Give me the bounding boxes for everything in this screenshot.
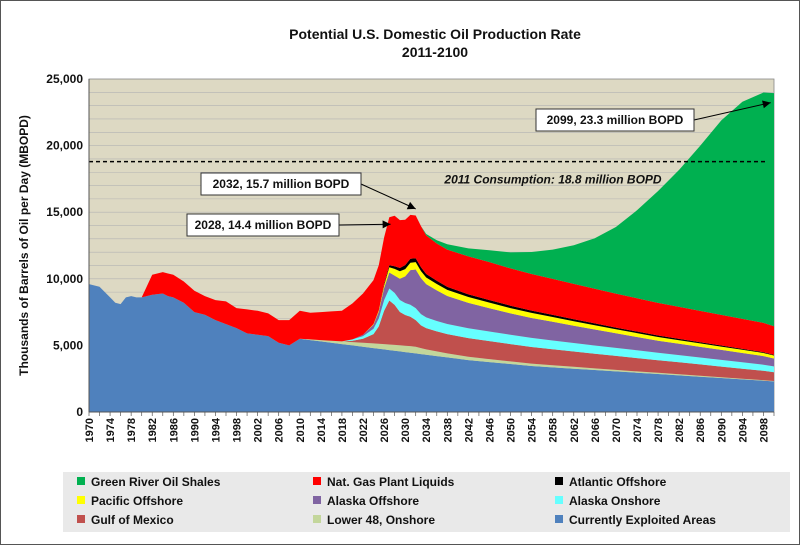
series-area-8 [89,92,774,327]
x-tick-label: 1978 [126,418,138,442]
x-tick-label: 1974 [105,417,117,442]
x-tick-label: 1990 [189,418,201,442]
legend-label: Lower 48, Onshore [327,513,436,527]
x-tick-label: 2086 [695,418,707,442]
legend-item-green-river: Green River Oil Shales [77,475,220,489]
legend-swatch [313,515,321,523]
legend-swatch [77,515,85,523]
legend-label: Pacific Offshore [91,494,184,508]
x-tick-label: 2046 [484,418,496,442]
x-tick-label: 2022 [358,418,370,442]
y-tick-label: 15,000 [46,205,83,219]
y-axis-label: Thousands of Barrels of Oil per Day (MBO… [17,115,31,376]
annotation-arrowhead [382,220,391,229]
legend-item-atlantic: Atlantic Offshore [555,475,666,489]
annotation-box [186,213,340,237]
y-tick-label: 0 [76,405,83,419]
x-tick-label: 2090 [716,418,728,442]
annotation-label: 2028, 14.4 million BOPD [195,218,332,232]
annotation-arrow [693,102,771,121]
series-area-4 [89,269,774,367]
legend-label: Green River Oil Shales [91,475,221,489]
series-area-2 [89,284,774,381]
series-area-6 [89,258,774,356]
legend-label: Alaska Offshore [327,494,420,508]
x-tick-label: 2018 [337,418,349,442]
x-tick-label: 2082 [674,418,686,442]
y-tick-label: 20,000 [46,139,83,153]
chart-title: Potential U.S. Domestic Oil Production R… [289,26,581,42]
legend-label: Gulf of Mexico [91,513,174,527]
x-tick-label: 2006 [274,418,286,442]
x-tick-label: 1970 [84,418,96,442]
legend-item-alaska-offshore: Alaska Offshore [313,494,419,508]
chart-subtitle: 2011-2100 [402,44,468,60]
legend-label: Atlantic Offshore [569,475,667,489]
x-tick-label: 2098 [758,418,770,442]
series-area-3 [89,284,774,373]
series-area-5 [89,262,774,359]
x-tick-label: 2078 [653,418,665,442]
series-area-0 [89,284,774,412]
x-tick-label: 2054 [527,417,539,442]
legend-item-gulf: Gulf of Mexico [77,513,174,527]
y-tick-label: 5,000 [53,338,83,352]
x-tick-label: 2030 [400,418,412,442]
x-tick-label: 2026 [379,418,391,442]
x-tick-label: 2038 [442,418,454,442]
x-tick-label: 1998 [232,418,244,442]
annotation-box [200,172,362,196]
legend-swatch [313,496,321,504]
x-tick-label: 2042 [463,418,475,442]
annotation-arrow [338,223,391,226]
x-tick-label: 2058 [548,418,560,442]
y-tick-label: 10,000 [46,272,83,286]
annotation-label: 2032, 15.7 million BOPD [213,177,350,191]
legend-label: Alaska Onshore [569,494,661,508]
legend-swatch [555,515,563,523]
x-tick-label: 2014 [316,417,328,442]
annotation-arrow [360,183,416,210]
legend-item-current: Currently Exploited Areas [555,513,716,527]
x-tick-label: 2034 [421,417,433,442]
legend-label: Currently Exploited Areas [569,513,716,527]
legend: Green River Oil Shales Nat. Gas Plant Li… [63,472,790,532]
x-tick-label: 2002 [253,418,265,442]
legend-swatch [555,496,563,504]
x-tick-label: 1986 [168,418,180,442]
x-tick-label: 2062 [569,418,581,442]
legend-swatch [313,477,321,485]
x-tick-label: 2050 [506,418,518,442]
x-tick-label: 2070 [611,418,623,442]
legend-swatch [555,477,563,485]
legend-item-alaska-onshore: Alaska Onshore [555,494,660,508]
legend-label: Nat. Gas Plant Liquids [327,475,455,489]
x-tick-label: 2066 [590,418,602,442]
legend-item-ngpl: Nat. Gas Plant Liquids [313,475,454,489]
x-tick-label: 2074 [632,417,644,442]
annotation-arrowhead [762,100,771,109]
x-tick-label: 1994 [210,417,222,442]
consumption-label: 2011 Consumption: 18.8 million BOPD [443,173,661,187]
x-tick-label: 1982 [147,418,159,442]
x-tick-label: 2010 [295,418,307,442]
legend-item-pacific: Pacific Offshore [77,494,183,508]
annotation-box [535,108,695,132]
series-area-7 [89,214,774,355]
annotation-arrowhead [406,201,416,210]
y-tick-label: 25,000 [46,72,83,86]
legend-swatch [77,477,85,485]
legend-item-lower48: Lower 48, Onshore [313,513,435,527]
x-tick-label: 2094 [737,417,749,442]
legend-swatch [77,496,85,504]
annotation-label: 2099, 23.3 million BOPD [547,113,684,127]
